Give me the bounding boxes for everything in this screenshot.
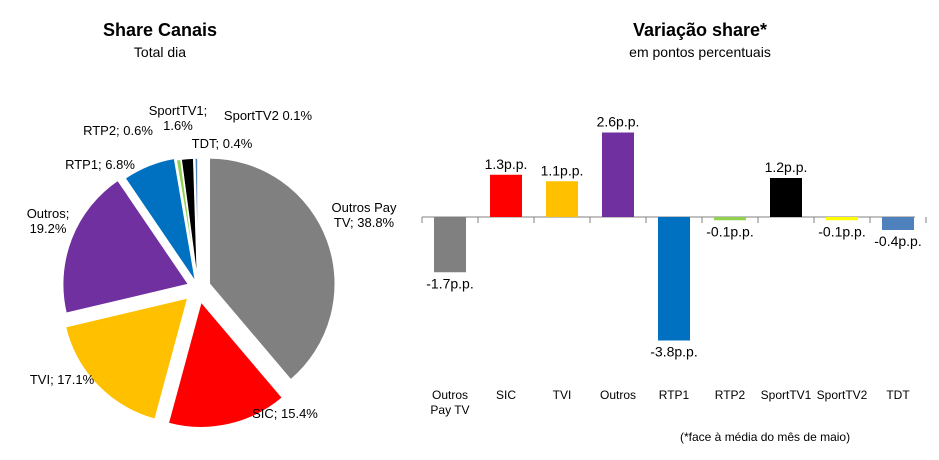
bar-category-label-rtp1: RTP1 [659, 388, 690, 402]
pie-label-sporttv2: SportTV2 0.1% [224, 108, 313, 123]
pie-label-rtp2: RTP2; 0.6% [83, 123, 153, 138]
bar-category-label-rtp2: RTP2 [715, 388, 746, 402]
pie-subtitle: Total dia [133, 44, 187, 60]
bar-rtp1 [658, 217, 690, 341]
bar-value-label-tvi: 1.1p.p. [541, 162, 584, 178]
bar-footnote: (*face à média do mês de maio) [680, 430, 851, 444]
bar-tdt [882, 217, 914, 230]
pie-label-tdt: TDT; 0.4% [192, 136, 253, 151]
bar-sporttv2 [826, 217, 858, 221]
bar-value-label-tdt: -0.4p.p. [874, 233, 921, 249]
bar-value-label-rtp2: -0.1p.p. [706, 223, 753, 239]
bar-category-label-outros: Outros [600, 388, 636, 402]
pie-label-tvi: TVI; 17.1% [30, 372, 95, 387]
pie-label-outros: Outros; 19.2% [27, 206, 70, 236]
pie-title: Share Canais [102, 20, 218, 40]
pie-label-outros-pay-tv: Outros Pay TV; 38.8% [331, 200, 397, 230]
bar-category-label-tvi: TVI [553, 388, 572, 402]
pie-slice-outros [61, 179, 190, 315]
pie-slice-tvi [64, 296, 189, 421]
bar-sic [490, 174, 522, 217]
bar-rtp2 [714, 217, 746, 221]
bar-category-label-tdt: TDT [886, 388, 910, 402]
pie-slice-sic [167, 300, 284, 429]
bar-title: Variação share* [632, 20, 768, 40]
bar-tvi [546, 181, 578, 217]
pie-label-sic: SIC; 15.4% [252, 406, 318, 421]
bar-outros-pay-tv [434, 217, 466, 273]
bar-value-label-sic: 1.3p.p. [485, 156, 528, 172]
bar-outros [602, 132, 634, 217]
bar-category-label-sporttv2: SportTV2 [817, 388, 868, 402]
pie-label-rtp1: RTP1; 6.8% [65, 157, 135, 172]
bar-category-label-sporttv1: SportTV1 [761, 388, 812, 402]
pie-slice-outros-pay-tv [208, 157, 336, 381]
pie-label-sporttv1: SportTV1; 1.6% [149, 103, 208, 133]
bar-value-label-outros-pay-tv: -1.7p.p. [426, 275, 473, 291]
bar-subtitle: em pontos percentuais [629, 44, 771, 60]
bar-value-label-sporttv1: 1.2p.p. [765, 159, 808, 175]
bar-category-label-outros-pay-tv: Outros Pay TV [430, 388, 469, 417]
bar-value-label-sporttv2: -0.1p.p. [818, 223, 865, 239]
bar-category-label-sic: SIC [496, 388, 516, 402]
bar-sporttv1 [770, 178, 802, 217]
bar-value-label-rtp1: -3.8p.p. [650, 344, 697, 360]
pie-slice-tdt [194, 157, 199, 285]
bar-value-label-outros: 2.6p.p. [597, 114, 640, 130]
pie-slice-rtp1 [123, 157, 197, 283]
